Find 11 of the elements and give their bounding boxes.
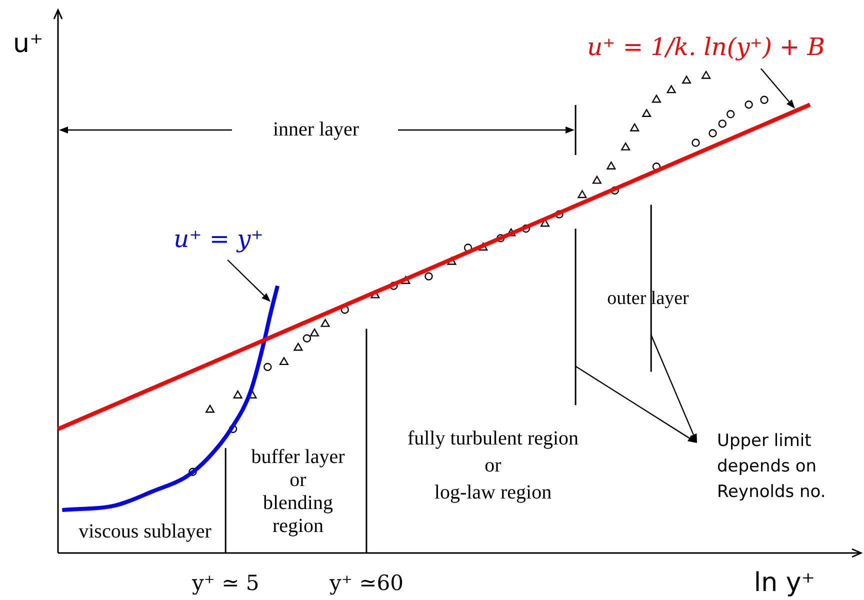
annotation: viscous sublayer [78,520,212,542]
series-label: u⁺ = y⁺ [174,225,264,254]
x-tick-label: y⁺ ≃ 5 [190,571,260,596]
annotation: buffer layer or blending region [251,446,346,537]
y-axis-title: u⁺ [13,29,44,59]
x-axis-title: ln y⁺ [754,568,815,598]
annotation: inner layer [272,118,360,140]
annotation: Upper limit depends on Reynolds no. [717,430,826,502]
x-tick-label: y⁺ ≃60 [328,571,404,596]
annotation: fully turbulent region or log-law region [407,427,579,504]
series-label: u⁺ = 1/k. ln(y⁺) + B [587,32,825,61]
